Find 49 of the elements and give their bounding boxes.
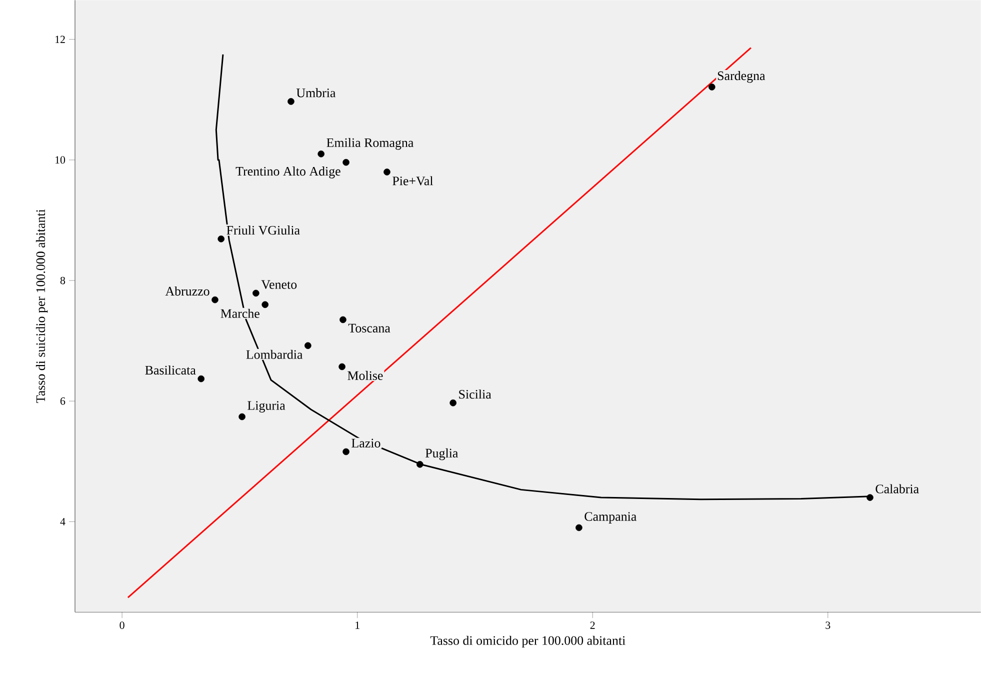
- point: [342, 448, 350, 456]
- annotation: Puglia: [425, 448, 458, 460]
- y-tick-label: 6: [60, 397, 66, 405]
- point: [198, 375, 204, 382]
- annotation: Abruzzo: [165, 286, 210, 296]
- point: [340, 316, 346, 324]
- point: [304, 342, 312, 349]
- annotation: Friuli VGiulia: [226, 226, 300, 235]
- point: [212, 296, 218, 304]
- annotation: Lombardia: [246, 350, 303, 359]
- point: [288, 98, 294, 105]
- point: [252, 290, 260, 297]
- point: [238, 413, 246, 420]
- y-axis-title: Tasso di suicidio per 100.000 abitanti: [36, 209, 48, 403]
- annotation: Trentino Alto Adige: [236, 166, 340, 178]
- annotation: Pie+Val: [392, 176, 434, 186]
- point: [866, 494, 874, 501]
- y-tick-label: 12: [55, 36, 65, 43]
- point: [262, 301, 268, 308]
- point: [576, 524, 582, 532]
- x-tick-label: 0: [120, 622, 124, 629]
- y-tick-label: 4: [60, 518, 66, 526]
- y-tick-label: 10: [55, 156, 66, 164]
- annotation: Veneto: [261, 280, 297, 289]
- annotation: Marche: [220, 308, 260, 318]
- point: [218, 236, 224, 242]
- x-tick-label: 3: [826, 622, 830, 629]
- annotation: Sardegna: [718, 71, 766, 83]
- point: [708, 84, 716, 90]
- annotation: Campania: [584, 512, 636, 524]
- point: [318, 150, 324, 158]
- x-tick-label: 2: [590, 622, 595, 629]
- annotation: Calabria: [876, 484, 919, 494]
- x-tick-label: 1: [356, 622, 360, 629]
- annotation: Toscana: [348, 324, 390, 332]
- annotation: Lazio: [352, 438, 380, 448]
- point: [342, 158, 350, 166]
- point: [384, 168, 390, 176]
- point: [450, 399, 456, 406]
- annotation: Basilicata: [145, 365, 196, 375]
- x-axis-title: Tasso di omicido per 100.000 abitanti: [430, 636, 626, 648]
- annotation: Molise: [348, 370, 383, 380]
- annotation: Umbria: [296, 88, 336, 98]
- annotation: Emilia Romagna: [326, 138, 414, 150]
- annotation: Liguria: [248, 401, 286, 413]
- point: [416, 460, 424, 468]
- point: [338, 363, 346, 370]
- annotation: Sicilia: [459, 390, 492, 399]
- y-tick-label: 8: [60, 276, 66, 284]
